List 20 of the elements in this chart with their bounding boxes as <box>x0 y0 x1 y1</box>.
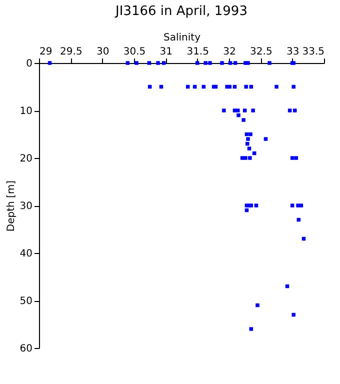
y-tick-label: 30 <box>20 201 32 212</box>
y-tick-label: 50 <box>20 296 32 307</box>
y-axis-title: Depth [m] <box>6 180 17 232</box>
chart-title: JI3166 in April, 1993 <box>114 4 248 19</box>
x-tick-label: 32.5 <box>250 46 272 58</box>
y-tick-label: 60 <box>20 344 32 354</box>
y-tick-label: 40 <box>20 248 32 260</box>
x-tick-label: 33.5 <box>302 46 324 58</box>
x-tick-label: 29 <box>40 46 52 58</box>
x-tick-label: 32 <box>223 46 236 58</box>
y-tick-label: 20 <box>20 154 32 164</box>
x-tick-label: 33 <box>286 46 300 58</box>
y-tick-label: 0 <box>26 58 32 70</box>
x-tick-label: 31 <box>160 46 173 58</box>
x-tick-label: 31.5 <box>186 46 209 58</box>
x-axis-title: Salinity <box>164 32 201 44</box>
x-tick-label: 30 <box>96 46 110 58</box>
y-tick-label: 10 <box>20 106 32 117</box>
x-tick-label: 29.5 <box>60 46 82 58</box>
x-tick-label: 30.5 <box>123 46 146 58</box>
